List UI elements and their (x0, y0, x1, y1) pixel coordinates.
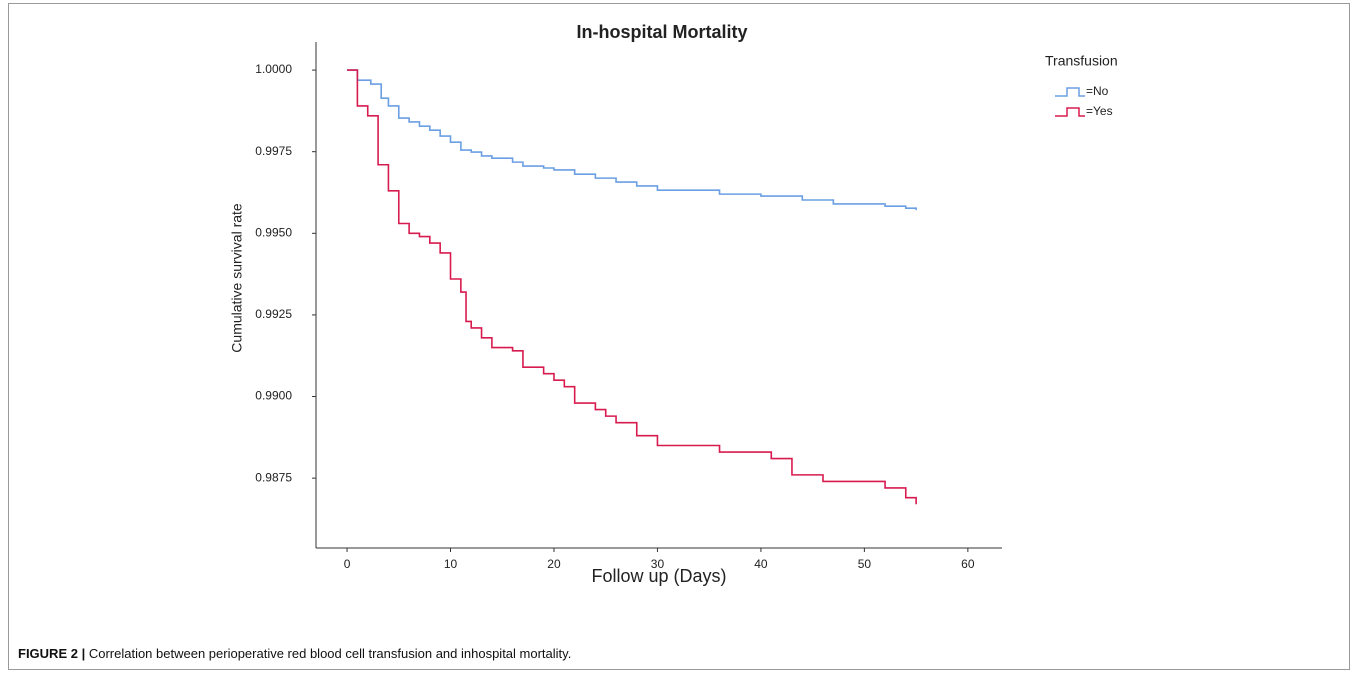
caption-text: Correlation between perioperative red bl… (88, 646, 572, 661)
y-axis-label: Cumulative survival rate (229, 203, 245, 353)
legend-label: =No (1086, 84, 1109, 98)
x-tick-label: 0 (344, 557, 351, 571)
y-tick-label: 0.9925 (255, 307, 292, 321)
legend-swatch (1055, 107, 1085, 117)
figure-frame (8, 3, 1350, 670)
survival-line (347, 69, 917, 505)
chart-title: In-hospital Mortality (577, 22, 748, 42)
legend-label: =Yes (1086, 104, 1113, 118)
survival-line (347, 69, 917, 211)
caption-label: FIGURE 2 | (18, 646, 86, 661)
x-tick-label: 40 (754, 557, 768, 571)
legend-swatch (1055, 87, 1085, 97)
caption: FIGURE 2 | Correlation between periopera… (18, 646, 571, 661)
chart: In-hospital Mortality Follow up (Days) C… (229, 22, 1118, 586)
x-tick-label: 10 (444, 557, 458, 571)
y-tick-label: 0.9900 (255, 389, 292, 403)
y-tick-label: 0.9950 (255, 225, 292, 239)
x-tick-label: 30 (651, 557, 665, 571)
y-tick-label: 0.9875 (255, 470, 292, 484)
x-tick-label: 20 (547, 557, 561, 571)
legend-title: Transfusion (1045, 53, 1118, 69)
x-tick-label: 60 (961, 557, 975, 571)
y-tick-label: 0.9975 (255, 144, 292, 158)
x-axis-label: Follow up (Days) (591, 566, 726, 586)
y-tick-label: 1.0000 (255, 62, 292, 76)
x-tick-label: 50 (858, 557, 872, 571)
